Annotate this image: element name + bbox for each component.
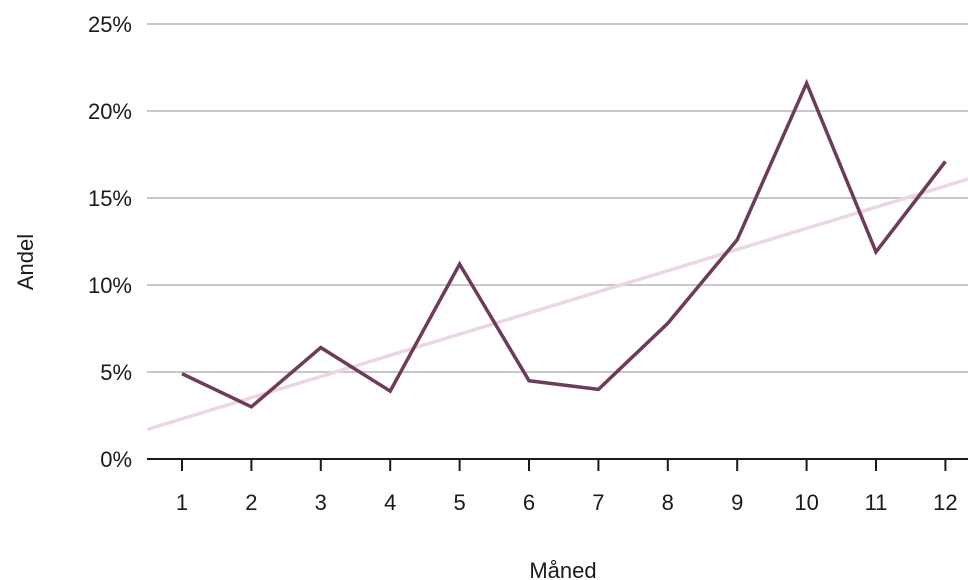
series-line-1 <box>181 78 947 409</box>
x-tick-label: 1 <box>176 490 188 515</box>
x-tick-label: 12 <box>933 490 957 515</box>
x-tick-label: 7 <box>592 490 604 515</box>
x-tick-label: 5 <box>453 490 465 515</box>
axes <box>147 458 968 471</box>
y-tick-label: 20% <box>88 99 132 124</box>
x-tick-label: 9 <box>731 490 743 515</box>
x-tick-label: 8 <box>662 490 674 515</box>
series-group <box>181 78 947 409</box>
y-tick-label: 0% <box>100 447 132 472</box>
y-tick-label: 5% <box>100 360 132 385</box>
x-tick-label: 6 <box>523 490 535 515</box>
y-tick-label: 15% <box>88 186 132 211</box>
y-tick-label: 25% <box>88 12 132 37</box>
y-axis-title: Andel <box>13 234 38 290</box>
x-tick-label: 4 <box>384 490 396 515</box>
x-tick-label: 2 <box>245 490 257 515</box>
trendline <box>146 177 968 432</box>
gridlines <box>147 23 968 373</box>
x-tick-label: 3 <box>315 490 327 515</box>
x-tick-label: 10 <box>794 490 818 515</box>
x-tick-label: 11 <box>865 490 888 515</box>
tick-labels: 0%5%10%15%20%25%1 2 3 4 5 6 7 8 9 10 11 12 <box>88 12 958 515</box>
y-tick-label: 10% <box>88 273 132 298</box>
trendline-group <box>146 177 968 432</box>
x-axis-title: Måned <box>529 558 596 580</box>
